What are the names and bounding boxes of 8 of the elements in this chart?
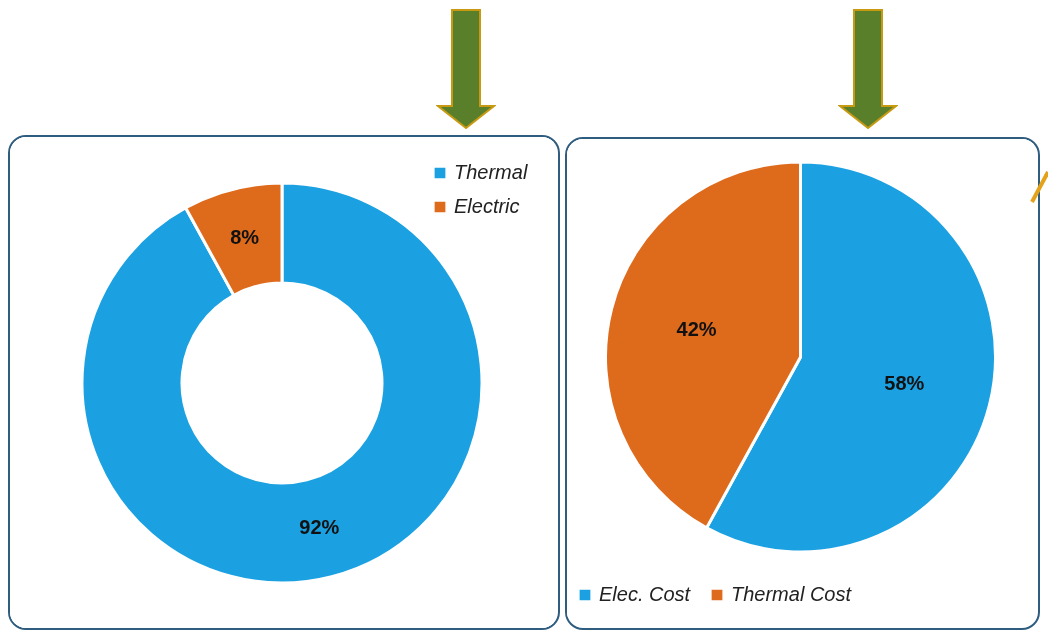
legend-label: Thermal xyxy=(454,161,528,183)
legend-label: Electric xyxy=(454,195,520,217)
legend-label: Thermal Cost xyxy=(731,583,853,605)
data-label: 8% xyxy=(230,225,260,248)
data-label: 42% xyxy=(676,318,717,341)
data-label: 58% xyxy=(884,371,925,394)
data-label: 92% xyxy=(299,516,340,539)
legend-label: Elec. Cost xyxy=(599,583,692,605)
